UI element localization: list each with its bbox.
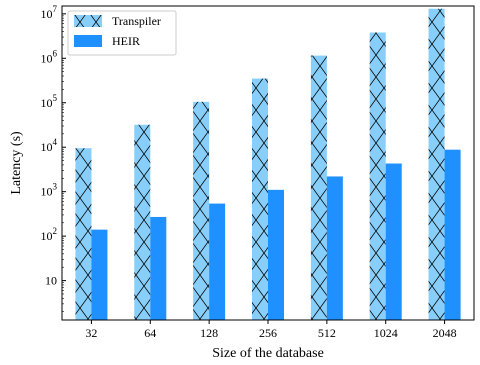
bar-heir-1024 xyxy=(385,163,402,320)
x-tick-label: 32 xyxy=(85,326,97,340)
x-tick-label: 64 xyxy=(144,326,156,340)
x-ticks: 32 64 128 256 512 1024 2048 xyxy=(85,320,457,340)
x-axis-label: Size of the database xyxy=(212,346,324,361)
x-tick-label: 128 xyxy=(200,326,218,340)
bar-heir-64 xyxy=(150,216,167,320)
bar-transpiler-128 xyxy=(193,101,210,320)
bar-transpiler-256 xyxy=(252,78,268,320)
bar-transpiler-32 xyxy=(75,148,92,320)
x-tick-label: 512 xyxy=(318,326,336,340)
bar-heir-128 xyxy=(209,203,226,320)
bars-group xyxy=(75,8,461,321)
legend: Transpiler HEIR xyxy=(67,10,177,56)
x-tick-label: 2048 xyxy=(433,326,457,340)
legend-swatch-transpiler xyxy=(74,15,102,27)
bar-heir-2048 xyxy=(444,149,461,320)
y-axis-label: Latency (s) xyxy=(9,131,24,195)
bar-transpiler-512 xyxy=(310,55,327,321)
y-tick-label: 106 xyxy=(41,48,58,65)
bar-transpiler-2048 xyxy=(428,8,445,320)
y-tick-label: 102 xyxy=(41,226,58,243)
y-tick-label: 103 xyxy=(41,182,58,199)
bar-heir-32 xyxy=(91,229,108,320)
legend-label-transpiler: Transpiler xyxy=(112,14,161,28)
bar-heir-512 xyxy=(326,176,343,320)
y-ticks: 10 102 103 104 105 106 107 xyxy=(41,4,66,312)
y-tick-label: 10 xyxy=(45,274,57,288)
x-tick-label: 256 xyxy=(259,326,277,340)
bar-transpiler-64 xyxy=(134,124,151,320)
bar-transpiler-1024 xyxy=(369,32,386,320)
x-tick-label: 1024 xyxy=(374,326,398,340)
y-tick-label: 104 xyxy=(41,137,58,154)
legend-label-heir: HEIR xyxy=(112,34,140,48)
y-tick-label: 107 xyxy=(41,4,58,21)
legend-swatch-heir xyxy=(74,35,102,47)
bar-heir-256 xyxy=(268,189,284,320)
y-tick-label: 105 xyxy=(41,93,58,110)
